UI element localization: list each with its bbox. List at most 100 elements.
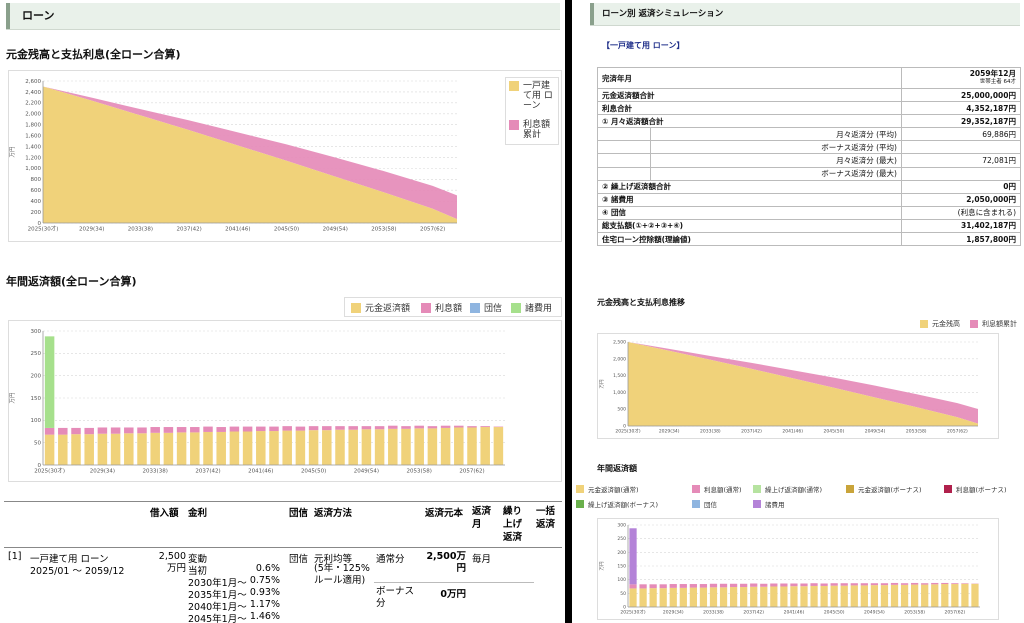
x-tick-label: 2037(42) <box>741 429 762 435</box>
y-tick-label: 400 <box>31 199 42 205</box>
summary-row: 元金返済額合計 25,000,000円 <box>597 87 1022 103</box>
y-tick-label: 1,400 <box>25 144 41 150</box>
row-divider <box>374 582 534 583</box>
x-tick-label: 2049(54) <box>354 469 379 475</box>
bar-segment <box>679 584 687 588</box>
col-principal: 返済元本 <box>425 508 464 519</box>
bar-segment <box>850 583 858 586</box>
bar-segment <box>269 426 279 432</box>
bar-segment <box>719 583 728 588</box>
bar-segment <box>840 585 848 607</box>
x-tick-label: 2045(50) <box>824 429 845 435</box>
bar-segment <box>639 588 647 607</box>
legend-item-principal[interactable]: 元金返済額 <box>351 301 410 314</box>
legend-item-balance[interactable]: 元金残高 <box>920 319 960 329</box>
summary-subrow: ボーナス返済分 (最大) <box>597 166 1022 181</box>
annual-legend: 元金返済額(通常) 利息額(通常) 繰上げ返済額(通常) 元金返済額(ボーナス)… <box>576 480 1024 510</box>
x-tick-label: 2029(34) <box>663 610 684 616</box>
legend-item[interactable]: 団信 <box>692 499 717 509</box>
legend-label: 元金返済額 <box>365 304 411 314</box>
summary-value: 1,857,800円 <box>900 232 1022 247</box>
legend-item[interactable]: 諸費用 <box>753 499 785 509</box>
legend-item-loan[interactable]: 一戸建て用 ローン <box>509 81 557 111</box>
legend-item-interest[interactable]: 利息額累計 <box>509 120 557 140</box>
annual-chart-legend: 元金返済額 利息額 団信 諸費用 <box>344 297 562 317</box>
bonus-value: 0万円 <box>440 589 466 600</box>
bar-segment <box>729 583 738 588</box>
y-tick-label: 1,600 <box>25 133 41 139</box>
legend-item[interactable]: 元金返済額(通常) <box>576 484 639 494</box>
y-tick-label: 1,000 <box>25 166 41 172</box>
bar-segment <box>282 430 292 465</box>
normal-value: 2,500万円 <box>426 551 466 574</box>
bar-segment <box>269 431 279 465</box>
bar-segment <box>629 528 637 585</box>
col-month: 返済月 <box>472 506 492 530</box>
bar-segment <box>58 427 68 435</box>
y-axis-label: 万円 <box>599 379 605 388</box>
y-tick-label: 250 <box>31 351 42 357</box>
y-axis-label: 万円 <box>599 561 605 570</box>
table-top-rule <box>4 501 562 502</box>
bar-segment <box>427 426 438 429</box>
legend-item-interest[interactable]: 利息額 <box>421 301 462 314</box>
bar-segment <box>870 583 879 586</box>
y-tick-label: 500 <box>617 407 626 413</box>
legend-item[interactable]: 利息額(通常) <box>692 484 742 494</box>
summary-label: 利息合計 <box>597 101 902 116</box>
legend-label: 元金残高 <box>932 320 960 328</box>
bar-segment <box>860 583 868 586</box>
legend-item[interactable]: 繰上げ返済額(通常) <box>753 484 822 494</box>
legend-item-fees[interactable]: 諸費用 <box>511 301 552 314</box>
x-tick-label: 2045(50) <box>301 469 326 475</box>
legend-swatch <box>421 302 431 313</box>
x-tick-label: 2025(30才) <box>620 609 645 616</box>
legend-item[interactable]: 利息額(ボーナス) <box>944 484 1007 494</box>
bar-segment <box>790 586 798 607</box>
balance-trend-title: 元金残高と支払利息推移 <box>597 298 685 307</box>
normal-label: 通常分 <box>376 554 405 565</box>
col-kuri: 繰り上げ返済 <box>503 506 523 543</box>
summary-row: ④ 団信 (利息に含まれる) <box>597 205 1022 220</box>
loan-name[interactable]: 一戸建て用 ローン <box>30 554 109 565</box>
bar-segment <box>374 429 385 465</box>
bar-segment <box>840 583 848 586</box>
bar-segment <box>427 428 438 465</box>
y-tick-label: 300 <box>617 523 626 529</box>
legend-item[interactable]: 元金返済額(ボーナス) <box>846 484 922 494</box>
summary-sublabel: 月々返済分 (平均) <box>650 127 902 142</box>
x-tick-label: 2057(62) <box>947 429 968 435</box>
y-tick-label: 1,800 <box>25 123 41 129</box>
legend-item-interest[interactable]: 利息額累計 <box>970 319 1017 329</box>
summary-value: 4,352,187円 <box>900 101 1022 116</box>
rate-value: 1.17% <box>249 599 280 610</box>
x-tick-label: 2029(34) <box>90 469 115 475</box>
legend-swatch <box>576 500 584 508</box>
y-tick-label: 200 <box>617 550 626 556</box>
bar-segment <box>335 429 345 465</box>
legend-item[interactable]: 繰上げ返済額(ボーナス) <box>576 499 658 509</box>
bar-segment <box>216 431 226 465</box>
method-note: (5年・125%ルール適用) <box>314 563 370 586</box>
legend-item-dan[interactable]: 団信 <box>470 301 502 314</box>
bar-segment <box>689 587 697 607</box>
bar-segment <box>880 585 889 607</box>
bar-segment <box>256 426 266 432</box>
legend-swatch <box>944 485 952 493</box>
bar-segment <box>163 432 174 465</box>
bar-segment <box>71 427 81 435</box>
x-tick-label: 2025(30才) <box>34 467 65 475</box>
y-tick-label: 0 <box>623 605 626 611</box>
legend-label: 諸費用 <box>765 501 785 509</box>
bar-segment <box>203 431 213 465</box>
summary-row: ③ 諸費用 2,050,000円 <box>597 192 1022 207</box>
x-tick-label: 2033(38) <box>128 227 153 233</box>
bar-segment <box>961 583 969 607</box>
bar-segment <box>780 583 788 587</box>
bar-segment <box>659 588 667 607</box>
bar-segment <box>163 427 174 433</box>
bar-segment <box>951 583 959 585</box>
bar-segment <box>770 583 778 587</box>
bar-segment <box>760 586 768 607</box>
legend-swatch <box>509 120 519 130</box>
